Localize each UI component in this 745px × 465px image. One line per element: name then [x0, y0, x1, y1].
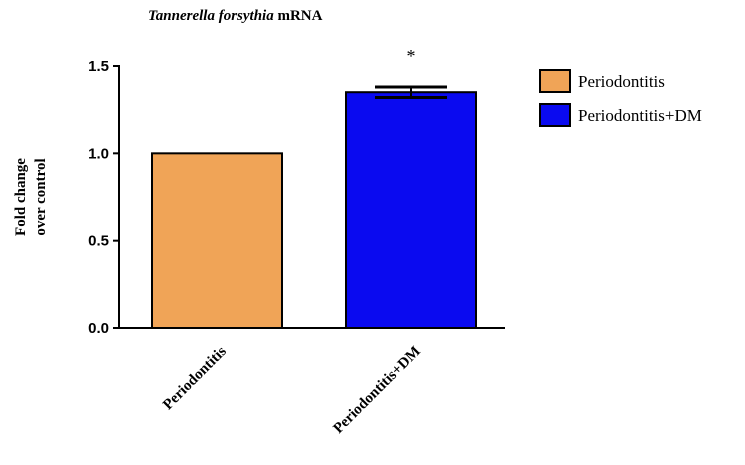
y-tick-label: 1.5 — [88, 58, 109, 75]
y-tick-label: 0.5 — [88, 233, 109, 250]
x-tick-label: Periodontitis — [160, 343, 230, 413]
y-axis-label-line-2: over control — [33, 158, 49, 235]
y-tick-label: 1.0 — [88, 145, 109, 162]
x-tick-label: Periodontitis+DM — [330, 344, 423, 437]
y-axis-label-line-1: Fold change — [13, 158, 29, 236]
significance-asterisk: * — [407, 46, 416, 66]
legend: Periodontitis Periodontitis+DM — [539, 69, 702, 127]
legend-swatch — [539, 69, 571, 93]
bars — [151, 85, 477, 329]
y-tick-label: 0.0 — [88, 320, 109, 337]
bar-periodontitis — [151, 152, 283, 329]
legend-swatch — [539, 103, 571, 127]
legend-label: Periodontitis+DM — [578, 106, 702, 125]
legend-label: Periodontitis — [578, 72, 665, 91]
y-axis-ticks: 0.0 0.5 1.0 1.5 — [88, 58, 119, 337]
chart-title-rest: mRNA — [274, 8, 323, 24]
chart-title: Tannerella forsythia mRNA — [148, 8, 323, 24]
x-axis-tick-labels: Periodontitis Periodontitis+DM — [160, 343, 424, 436]
bar-periodontitis-dm — [345, 91, 477, 329]
chart-title-italic: Tannerella forsythia — [148, 8, 274, 24]
